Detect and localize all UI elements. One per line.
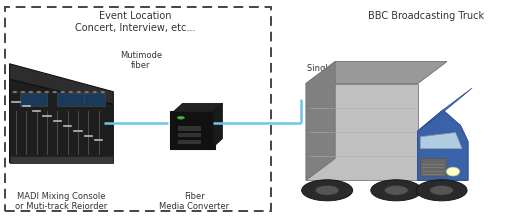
Polygon shape — [418, 110, 468, 180]
Polygon shape — [306, 84, 418, 180]
Text: Fiber
Media Converter: Fiber Media Converter — [159, 192, 229, 211]
FancyBboxPatch shape — [420, 158, 445, 176]
Polygon shape — [420, 132, 462, 149]
Text: BBC Broadcasting Truck: BBC Broadcasting Truck — [368, 11, 484, 21]
FancyBboxPatch shape — [10, 156, 113, 163]
FancyBboxPatch shape — [170, 111, 215, 148]
Circle shape — [177, 116, 185, 119]
Text: Mutimode
fiber: Mutimode fiber — [120, 51, 162, 70]
Circle shape — [100, 91, 105, 93]
FancyBboxPatch shape — [84, 93, 105, 106]
Circle shape — [92, 91, 97, 93]
Circle shape — [416, 180, 467, 201]
Circle shape — [315, 185, 339, 195]
Text: Event Location
Concert, Interview, etc...: Event Location Concert, Interview, etc..… — [76, 11, 196, 33]
Circle shape — [430, 185, 453, 195]
Text: MADI Mixing Console
or Muti-track Reiorder: MADI Mixing Console or Muti-track Reiord… — [15, 192, 107, 211]
Circle shape — [385, 185, 408, 195]
Polygon shape — [418, 88, 472, 131]
Circle shape — [20, 91, 26, 93]
Circle shape — [371, 180, 422, 201]
Circle shape — [302, 180, 353, 201]
Polygon shape — [306, 62, 447, 84]
FancyBboxPatch shape — [57, 93, 84, 106]
Circle shape — [76, 91, 81, 93]
Circle shape — [84, 91, 89, 93]
FancyBboxPatch shape — [178, 133, 200, 136]
FancyBboxPatch shape — [20, 93, 47, 106]
Circle shape — [36, 91, 41, 93]
Polygon shape — [306, 62, 335, 180]
Polygon shape — [173, 103, 222, 112]
Polygon shape — [213, 103, 222, 147]
Circle shape — [28, 91, 34, 93]
Circle shape — [12, 91, 18, 93]
Circle shape — [52, 91, 57, 93]
Text: Single Mode
Fiber: Single Mode Fiber — [306, 64, 359, 84]
Circle shape — [44, 91, 49, 93]
FancyBboxPatch shape — [178, 126, 200, 130]
Polygon shape — [10, 79, 113, 163]
Polygon shape — [10, 64, 113, 104]
Circle shape — [68, 91, 73, 93]
Ellipse shape — [446, 167, 460, 176]
Circle shape — [60, 91, 65, 93]
FancyBboxPatch shape — [178, 140, 200, 143]
